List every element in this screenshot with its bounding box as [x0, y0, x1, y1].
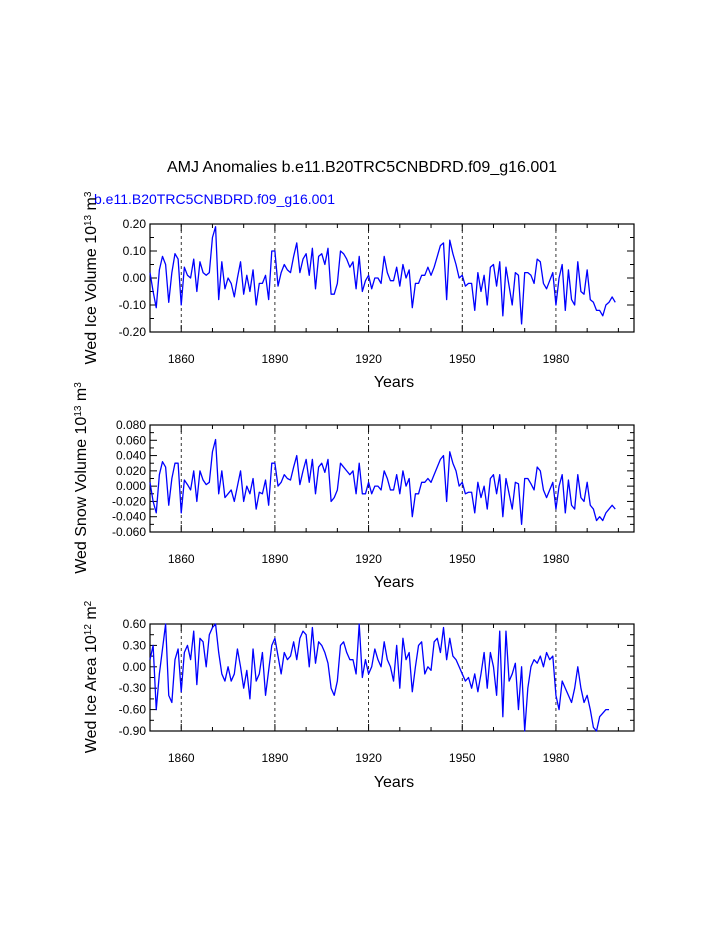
- x-tick-label: 1980: [543, 352, 570, 366]
- y-axis-label: Wed Ice Volume 1013 m3: [83, 191, 101, 364]
- panel-3: 1860 1890 1920 1950 1980 -0.90 -0.60 -0.30 0.00 0…: [83, 600, 635, 791]
- y-tick-label: -0.020: [112, 494, 146, 508]
- y-tick-label: 0.060: [116, 433, 146, 447]
- y-tick-label: -0.90: [119, 724, 147, 738]
- y-tick-label: 0.00: [123, 660, 147, 674]
- x-tick-label: 1950: [449, 352, 476, 366]
- y-tick-label: 0.040: [116, 449, 146, 463]
- x-tick-label: 1950: [449, 552, 476, 566]
- y-tick-label: -0.60: [119, 703, 147, 717]
- x-axis-label: Years: [374, 374, 414, 391]
- y-tick-label: -0.10: [119, 298, 147, 312]
- y-tick-label: 0.080: [116, 418, 146, 432]
- series-line: [149, 226, 616, 325]
- y-tick-label: 0.30: [123, 638, 147, 652]
- series-line: [149, 623, 610, 732]
- panel-1: 1860 1890 1920 1950 1980 -0.20 -0.10 0.00 0.10 0.…: [83, 191, 635, 391]
- x-tick-label: 1980: [543, 552, 570, 566]
- x-tick-label: 1890: [262, 751, 289, 765]
- x-tick-label: 1860: [168, 552, 195, 566]
- figure-title: AMJ Anomalies b.e11.B20TRC5CNBDRD.f09_g1…: [167, 159, 557, 176]
- y-tick-label: 0.000: [116, 479, 146, 493]
- x-tick-label: 1890: [262, 352, 289, 366]
- series-line: [149, 438, 616, 526]
- y-tick-label: 0.00: [123, 271, 147, 285]
- x-axis-label: Years: [374, 774, 414, 791]
- x-tick-label: 1860: [168, 751, 195, 765]
- y-tick-label: -0.060: [112, 525, 146, 539]
- y-tick-label: 0.60: [123, 617, 147, 631]
- x-tick-label: 1860: [168, 352, 195, 366]
- y-tick-label: 0.20: [123, 217, 147, 231]
- y-tick-label: 0.10: [123, 244, 147, 258]
- series-subtitle: b.e11.B20TRC5CNBDRD.f09_g16.001: [94, 191, 335, 207]
- y-axis-label: Wed Ice Area 1012 m2: [83, 600, 101, 753]
- y-tick-label: -0.20: [119, 325, 147, 339]
- y-tick-label: 0.020: [116, 464, 146, 478]
- plot-frame: [149, 623, 635, 732]
- y-tick-label: -0.040: [112, 510, 146, 524]
- x-tick-label: 1920: [355, 751, 382, 765]
- x-tick-label: 1920: [355, 552, 382, 566]
- x-tick-label: 1980: [543, 751, 570, 765]
- y-tick-label: -0.30: [119, 681, 147, 695]
- x-tick-label: 1890: [262, 552, 289, 566]
- plot-frame: [149, 223, 635, 333]
- panel-2: 1860 1890 1920 1950 1980-0.060-0.040-0.0200.…: [73, 382, 635, 591]
- x-tick-label: 1920: [355, 352, 382, 366]
- x-axis-label: Years: [374, 574, 414, 591]
- x-tick-label: 1950: [449, 751, 476, 765]
- y-axis-label: Wed Snow Volume 1013 m3: [73, 382, 91, 574]
